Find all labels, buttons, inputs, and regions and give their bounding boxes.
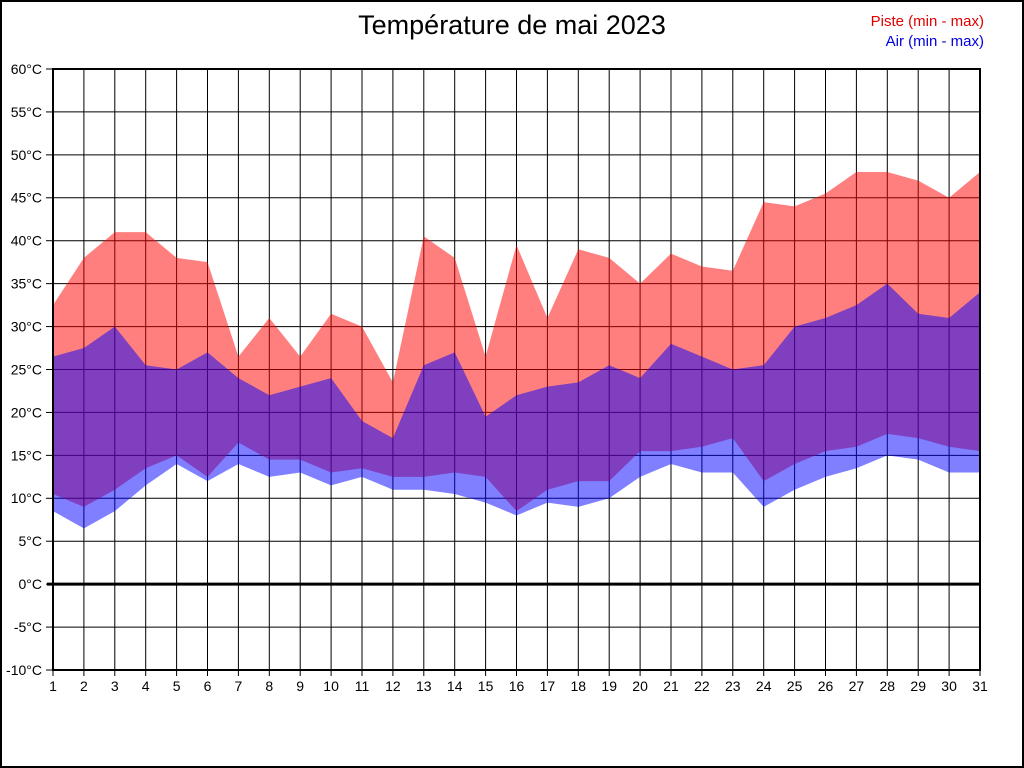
x-axis-label: 19 <box>601 678 617 694</box>
y-axis-label: -5°C <box>14 619 42 635</box>
x-axis-label: 9 <box>296 678 304 694</box>
y-axis-label: 40°C <box>11 233 42 249</box>
x-axis-label: 22 <box>694 678 710 694</box>
y-axis-label: 45°C <box>11 190 42 206</box>
x-axis-label: 10 <box>323 678 339 694</box>
axis-ticks <box>46 68 981 676</box>
x-axis-label: 13 <box>416 678 432 694</box>
y-axis-label: 55°C <box>11 104 42 120</box>
y-axis-label: 30°C <box>11 318 42 334</box>
x-axis-label: 31 <box>972 678 988 694</box>
x-axis-label: 14 <box>447 678 463 694</box>
legend: Piste (min - max) Air (min - max) <box>871 12 984 52</box>
y-axis-label: 25°C <box>11 361 42 377</box>
y-axis-label: 10°C <box>11 490 42 506</box>
x-axis-labels: 1 2 3 4 5 6 7 8 9 10 11 12 13 14 15 16 17 18 19 20 21 22 23 24 2… <box>49 678 988 694</box>
x-axis-label: 5 <box>173 678 181 694</box>
legend-piste-label: Piste (min - max) <box>870 13 984 30</box>
y-axis-label: 20°C <box>11 404 42 420</box>
x-axis-label: 24 <box>756 678 772 694</box>
y-axis-labels: 60°C 55°C 50°C 45°C 40°C 35°C 30°C 25°C 20°C 15°C… <box>6 61 42 678</box>
x-axis-label: 29 <box>910 678 926 694</box>
x-axis-label: 25 <box>787 678 803 694</box>
y-axis-label: 35°C <box>11 276 42 292</box>
x-axis-label: 2 <box>80 678 88 694</box>
y-axis-label: -10°C <box>6 662 42 678</box>
x-axis-label: 6 <box>204 678 212 694</box>
x-axis-label: 7 <box>235 678 243 694</box>
chart-title: Température de mai 2023 <box>358 10 666 40</box>
x-axis-label: 12 <box>385 678 401 694</box>
legend-piste: Piste (min - max) <box>871 12 984 32</box>
x-axis-label: 8 <box>265 678 273 694</box>
y-axis-label: 5°C <box>19 533 43 549</box>
x-axis-label: 16 <box>509 678 525 694</box>
x-axis-label: 4 <box>142 678 150 694</box>
x-axis-label: 1 <box>49 678 57 694</box>
x-axis-label: 30 <box>941 678 957 694</box>
x-axis-label: 17 <box>540 678 556 694</box>
x-axis-label: 15 <box>478 678 494 694</box>
x-axis-label: 27 <box>849 678 865 694</box>
x-axis-label: 26 <box>818 678 834 694</box>
x-axis-label: 11 <box>355 678 370 694</box>
y-axis-label: 50°C <box>11 147 42 163</box>
x-axis-label: 18 <box>571 678 587 694</box>
air-band <box>53 283 980 529</box>
y-axis-label: 60°C <box>11 61 42 77</box>
legend-air-label: Air (min - max) <box>885 33 984 50</box>
x-axis-label: 28 <box>880 678 896 694</box>
y-axis-label: 0°C <box>19 576 43 592</box>
x-axis-label: 21 <box>663 678 679 694</box>
x-axis-label: 20 <box>632 678 648 694</box>
legend-air: Air (min - max) <box>871 32 984 52</box>
x-axis-label: 23 <box>725 678 741 694</box>
x-axis-label: 3 <box>111 678 119 694</box>
y-axis-label: 15°C <box>11 447 42 463</box>
